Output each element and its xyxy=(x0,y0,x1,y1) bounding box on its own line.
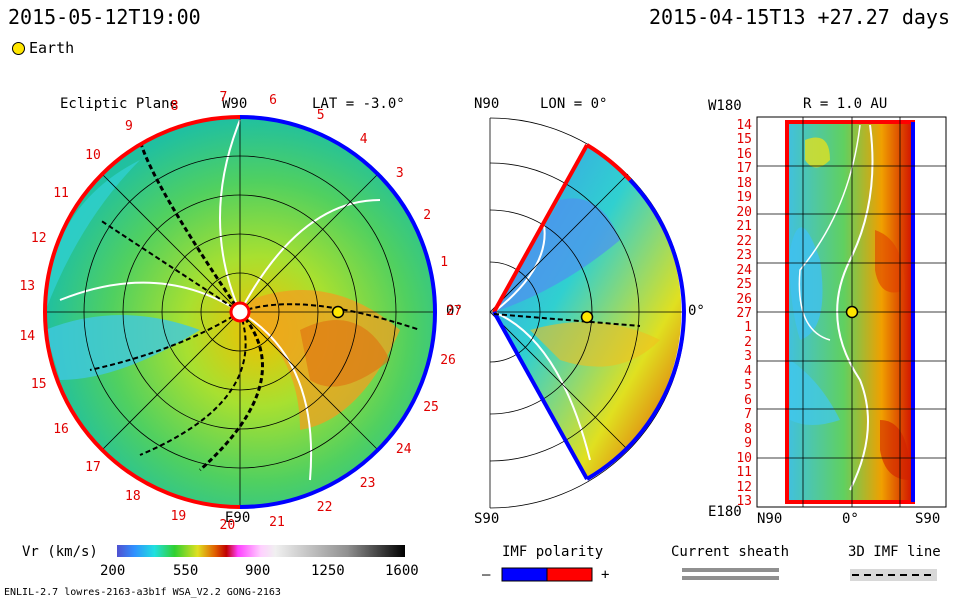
earth-legend: Earth xyxy=(12,39,74,57)
rotation-tick-21: 21 xyxy=(736,219,752,235)
carrington-tick-5: 5 xyxy=(316,107,325,123)
carrington-tick-6: 6 xyxy=(269,93,277,109)
carrington-tick-15: 15 xyxy=(30,377,47,393)
model-footer: ENLIL-2.7 lowres-2163-a3b1f WSA_V2.2 GON… xyxy=(4,587,281,598)
current-sheath-label: Current sheath xyxy=(671,544,790,560)
rotation-tick-7: 7 xyxy=(744,407,752,423)
current-sheath-swatch xyxy=(682,568,779,572)
rotation-tick-8: 8 xyxy=(744,421,752,437)
imf-minus-label: – xyxy=(482,567,491,583)
carrington-tick-10: 10 xyxy=(85,148,101,164)
carrington-tick-4: 4 xyxy=(359,132,368,148)
rotation-tick-18: 18 xyxy=(736,175,752,191)
carrington-tick-13: 13 xyxy=(19,279,36,295)
rotation-tick-26: 26 xyxy=(736,291,752,307)
meridional-bottom-label: S90 xyxy=(474,511,500,527)
carrington-tick-11: 11 xyxy=(53,186,69,202)
rotation-tick-11: 11 xyxy=(736,465,752,481)
imf-plus-label: + xyxy=(601,567,610,583)
carrington-tick-8: 8 xyxy=(170,98,179,114)
rotation-tick-24: 24 xyxy=(736,262,752,278)
rotation-tick-19: 19 xyxy=(736,190,752,206)
imf-positive-swatch xyxy=(546,567,593,582)
radial-xtick-s90: S90 xyxy=(915,511,941,527)
rotation-tick-27: 27 xyxy=(736,306,752,321)
carrington-tick-19: 19 xyxy=(170,509,187,524)
rotation-tick-4: 4 xyxy=(744,363,752,379)
rotation-tick-13: 13 xyxy=(736,494,752,509)
meridional-lon-label: LON = 0° xyxy=(540,96,608,112)
rotation-tick-25: 25 xyxy=(736,277,752,293)
carrington-tick-21: 21 xyxy=(269,514,285,530)
radial-top-left-label: W180 xyxy=(708,98,742,114)
carrington-tick-24: 24 xyxy=(395,441,412,457)
rotation-tick-17: 17 xyxy=(736,161,752,177)
carrington-tick-12: 12 xyxy=(30,230,47,246)
colorbar-tick-900: 900 xyxy=(245,563,271,579)
meridional-zero-label: 0° xyxy=(688,303,705,319)
carrington-tick-23: 23 xyxy=(359,475,376,491)
rotation-tick-9: 9 xyxy=(744,436,752,452)
carrington-tick-1: 1 xyxy=(440,254,449,270)
ecliptic-top-label: W90 xyxy=(222,96,248,112)
rotation-tick-5: 5 xyxy=(744,378,752,394)
colorbar-tick-1250: 1250 xyxy=(311,563,345,579)
earth-marker-meridional xyxy=(580,310,594,324)
ecliptic-title: Ecliptic Plane xyxy=(60,96,179,112)
carrington-tick-7: 7 xyxy=(219,90,228,106)
ecliptic-bottom-label: E90 xyxy=(225,510,251,526)
carrington-tick-16: 16 xyxy=(53,421,69,437)
colorbar-tick-200: 200 xyxy=(100,563,126,579)
earth-marker-radial xyxy=(845,305,859,319)
ecliptic-lat-label: LAT = -3.0° xyxy=(312,96,405,112)
imf-polarity-title: IMF polarity xyxy=(502,544,604,560)
colorbar-tick-550: 550 xyxy=(173,563,199,579)
rotation-tick-1: 1 xyxy=(744,320,752,336)
carrington-tick-22: 22 xyxy=(316,500,333,516)
rotation-tick-16: 16 xyxy=(736,146,752,162)
rotation-tick-12: 12 xyxy=(736,479,752,495)
earth-icon xyxy=(12,42,25,55)
rotation-tick-2: 2 xyxy=(744,334,752,350)
rotation-tick-20: 20 xyxy=(736,204,752,220)
carrington-tick-17: 17 xyxy=(85,459,101,475)
carrington-tick-25: 25 xyxy=(423,400,439,416)
rotation-tick-10: 10 xyxy=(736,450,752,466)
carrington-tick-3: 3 xyxy=(395,166,404,182)
earth-legend-label: Earth xyxy=(29,39,75,57)
rotation-tick-14: 14 xyxy=(736,118,752,133)
carrington-tick-14: 14 xyxy=(19,328,36,344)
carrington-tick-18: 18 xyxy=(125,489,141,505)
carrington-tick-9: 9 xyxy=(125,118,133,134)
imf-line-label: 3D IMF line xyxy=(848,544,941,560)
earth-marker-ecliptic xyxy=(331,305,345,319)
rotation-tick-23: 23 xyxy=(736,248,752,264)
radial-bottom-left-label: E180 xyxy=(708,504,742,520)
carrington-tick-26: 26 xyxy=(440,353,456,369)
reference-time: 2015-04-15T13 +27.27 days xyxy=(648,5,950,29)
radial-xtick-0: 0° xyxy=(842,511,859,527)
rotation-tick-22: 22 xyxy=(736,233,752,249)
radial-xtick-n90: N90 xyxy=(757,511,783,527)
colorbar-bar xyxy=(117,545,405,557)
rotation-tick-15: 15 xyxy=(736,132,752,148)
carrington-tick-27: 27 xyxy=(446,304,462,319)
sim-time: 2015-05-12T19:00 xyxy=(8,5,201,29)
imf-negative-swatch xyxy=(501,567,548,582)
ecliptic-zero-label: 0° xyxy=(446,303,463,319)
colorbar-tick-1600: 1600 xyxy=(385,563,419,579)
rotation-tick-3: 3 xyxy=(744,349,752,365)
carrington-tick-2: 2 xyxy=(423,207,432,223)
radial-title: R = 1.0 AU xyxy=(803,96,888,112)
colorbar-label: Vr (km/s) xyxy=(22,544,98,560)
rotation-tick-6: 6 xyxy=(744,392,752,408)
carrington-tick-20: 20 xyxy=(219,517,236,533)
meridional-top-label: N90 xyxy=(474,96,500,112)
